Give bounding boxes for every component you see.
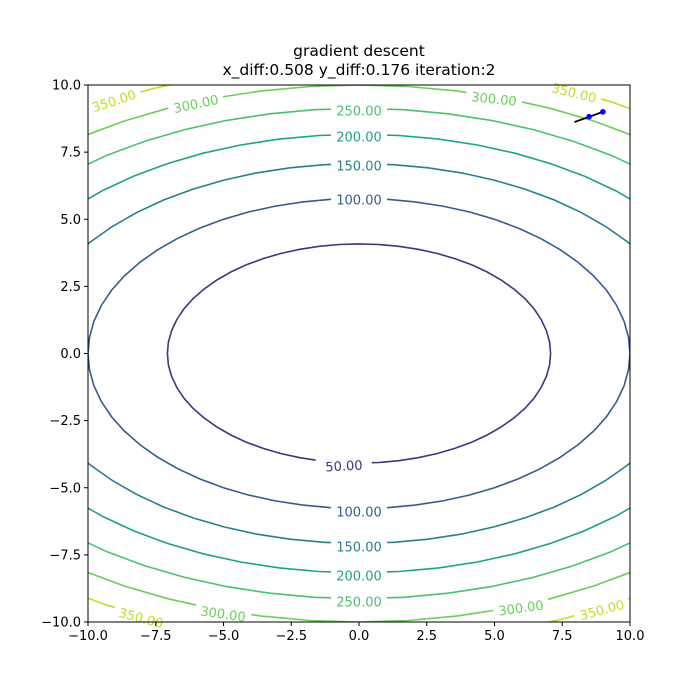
contour-label: 100.00 bbox=[331, 503, 387, 521]
contour-level-300 bbox=[88, 85, 630, 622]
contour-level-150 bbox=[88, 162, 630, 545]
y-tick-label: 2.5 bbox=[60, 280, 81, 295]
contour-level-200 bbox=[88, 133, 630, 574]
x-axis-ticks: −10.0 −7.5 −5.0 −2.5 0.0 2.5 5.0 7.5 10.0 bbox=[68, 622, 644, 644]
y-tick-label: 10.0 bbox=[52, 79, 81, 94]
contour-label: 100.00 bbox=[331, 191, 387, 209]
svg-text:250.00: 250.00 bbox=[336, 105, 382, 120]
contour-lines bbox=[88, 85, 630, 622]
contour-label: 350.00 bbox=[572, 594, 631, 624]
x-tick-label: −7.5 bbox=[140, 629, 172, 644]
svg-text:300.00: 300.00 bbox=[498, 598, 545, 619]
svg-text:50.00: 50.00 bbox=[325, 459, 363, 476]
contour-label: 200.00 bbox=[331, 128, 387, 146]
contour-level-350 bbox=[88, 85, 630, 622]
y-tick-label: −10.0 bbox=[41, 616, 81, 631]
svg-text:300.00: 300.00 bbox=[172, 93, 220, 117]
contour-label: 250.00 bbox=[331, 593, 387, 611]
svg-text:300.00: 300.00 bbox=[199, 604, 246, 625]
svg-text:300.00: 300.00 bbox=[470, 90, 517, 110]
svg-text:150.00: 150.00 bbox=[336, 160, 382, 175]
y-axis-ticks: 10.0 7.5 5.0 2.5 0.0 −2.5 −5.0 −7.5 −10.0 bbox=[41, 79, 88, 631]
contour-label: 300.00 bbox=[166, 89, 225, 117]
svg-text:200.00: 200.00 bbox=[336, 570, 382, 585]
chart-title: gradient descent x_diff:0.508 y_diff:0.1… bbox=[222, 42, 495, 80]
x-tick-label: 10.0 bbox=[616, 629, 645, 644]
title-text: gradient descent bbox=[293, 42, 425, 60]
contour-label: 300.00 bbox=[492, 595, 550, 620]
contour-label: 300.00 bbox=[465, 87, 523, 110]
svg-text:100.00: 100.00 bbox=[336, 194, 382, 209]
contour-label: 250.00 bbox=[331, 102, 387, 120]
x-tick-label: −2.5 bbox=[275, 629, 307, 644]
contour-level-100 bbox=[88, 197, 630, 510]
x-tick-label: −10.0 bbox=[68, 629, 108, 644]
y-tick-label: −7.5 bbox=[49, 548, 81, 563]
contour-label: 150.00 bbox=[331, 157, 387, 175]
contour-label: 350.00 bbox=[84, 83, 143, 117]
subtitle-text: x_diff:0.508 y_diff:0.176 iteration:2 bbox=[222, 61, 495, 80]
y-tick-label: 5.0 bbox=[60, 213, 81, 228]
path-point-marker bbox=[586, 113, 592, 120]
y-tick-label: 0.0 bbox=[60, 347, 81, 362]
svg-text:150.00: 150.00 bbox=[336, 541, 382, 556]
contour-label: 350.00 bbox=[545, 77, 604, 107]
path-point-marker bbox=[600, 109, 606, 115]
contour-labels: 50.00 100.00 100.00 150.00 150.00 200.00 200.0… bbox=[84, 77, 631, 632]
contour-level-250 bbox=[88, 107, 630, 600]
y-tick-label: 7.5 bbox=[60, 146, 81, 161]
descent-path bbox=[574, 109, 606, 123]
svg-text:200.00: 200.00 bbox=[336, 131, 382, 146]
x-tick-label: 5.0 bbox=[484, 629, 505, 644]
contour-label: 150.00 bbox=[331, 538, 387, 556]
svg-text:250.00: 250.00 bbox=[336, 596, 382, 611]
y-tick-label: −2.5 bbox=[49, 414, 81, 429]
y-tick-label: −5.0 bbox=[49, 481, 81, 496]
x-tick-label: 2.5 bbox=[416, 629, 437, 644]
x-tick-label: 0.0 bbox=[349, 629, 370, 644]
contour-label: 300.00 bbox=[194, 601, 252, 626]
svg-text:100.00: 100.00 bbox=[336, 506, 382, 521]
x-tick-label: −5.0 bbox=[208, 629, 240, 644]
contour-label: 200.00 bbox=[331, 567, 387, 585]
contour-level-50 bbox=[166, 243, 552, 464]
x-tick-label: 7.5 bbox=[552, 629, 573, 644]
contour-label: 50.00 bbox=[315, 455, 373, 476]
